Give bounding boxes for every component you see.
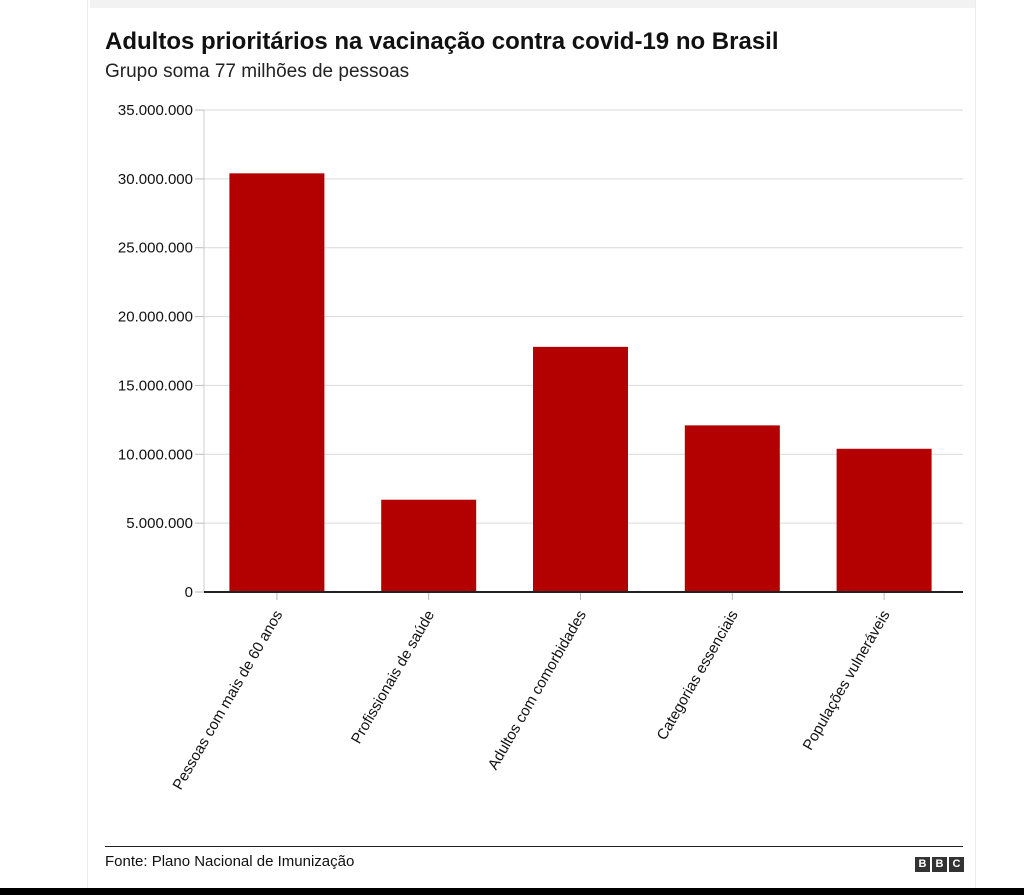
top-strip: [90, 0, 975, 8]
bar: [381, 499, 477, 592]
left-edge: [87, 0, 88, 890]
bbc-logo-letter: B: [915, 857, 930, 872]
y-tick-label: 25.000.000: [118, 240, 193, 257]
bottom-bar: [0, 888, 1024, 895]
chart-title: Adultos prioritários na vacinação contra…: [105, 28, 779, 55]
bbc-logo-letter: B: [932, 857, 947, 872]
y-tick-label: 20.000.000: [118, 309, 193, 326]
source-note: Fonte: Plano Nacional de Imunização: [105, 853, 355, 870]
x-tick-label: Adultos com comorbidades: [485, 608, 590, 773]
chart-subtitle: Grupo soma 77 milhões de pessoas: [105, 61, 410, 82]
x-tick-label: Profissionais de saúde: [348, 608, 438, 747]
bar: [836, 448, 932, 592]
x-tick-label: Populações vulneráveis: [800, 608, 894, 754]
bar-chart: 0 5.000.000 10.000.000 15.000.000 20.000.000…: [118, 102, 963, 793]
y-tick-label: 15.000.000: [118, 377, 193, 394]
bbc-logo-letter: C: [949, 857, 964, 872]
bbc-logo: B B C: [915, 857, 964, 872]
y-tick-label: 30.000.000: [118, 171, 193, 188]
y-tick-label: 10.000.000: [118, 446, 193, 463]
x-tick-label: Categorias essenciais: [654, 608, 742, 744]
x-tick-label: Pessoas com mais de 60 anos: [170, 608, 287, 793]
y-tick-label: 35.000.000: [118, 102, 193, 119]
right-edge: [975, 0, 976, 890]
y-tick-label: 5.000.000: [126, 515, 193, 532]
footer-divider: [105, 846, 963, 847]
bar: [684, 425, 780, 592]
bar: [533, 346, 628, 592]
bar: [229, 173, 325, 592]
y-tick-label: 0: [185, 584, 193, 601]
